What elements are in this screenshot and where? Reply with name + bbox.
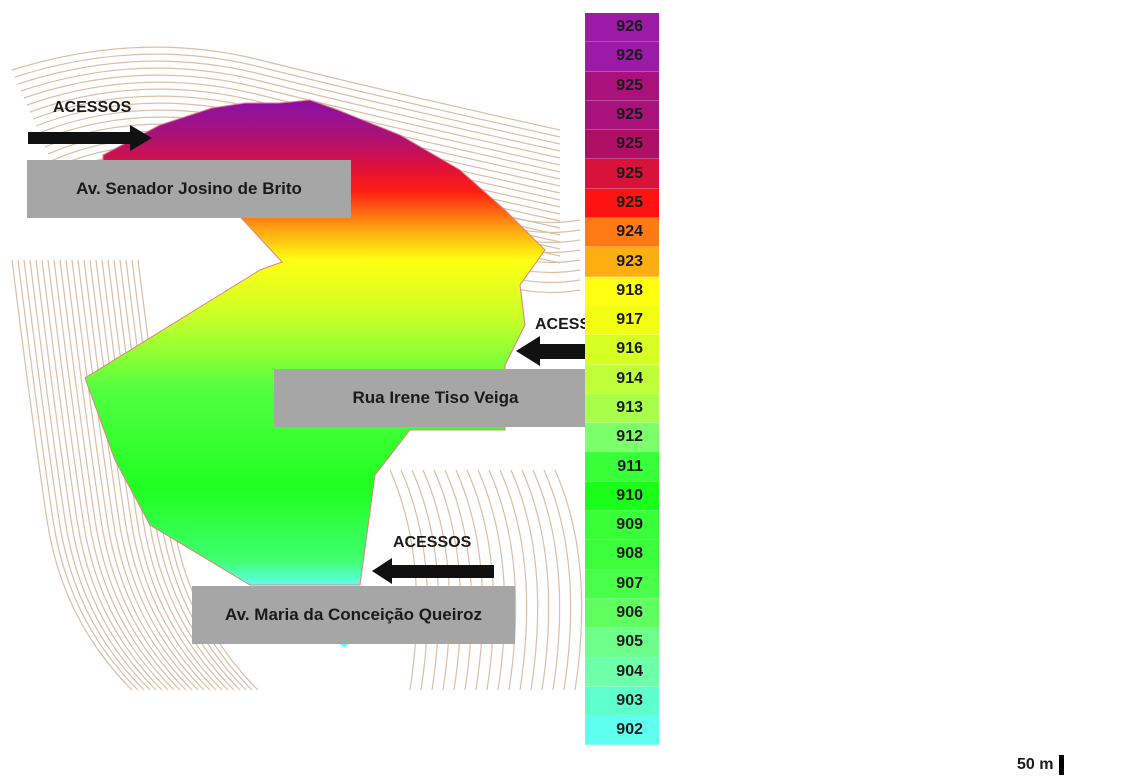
legend-row: 913 [585, 393, 659, 424]
access-arrow-south [372, 558, 494, 584]
legend-row: 923 [585, 247, 659, 277]
legend-row: 912 [585, 423, 659, 453]
legend-row: 916 [585, 335, 659, 365]
contour-line [477, 469, 506, 691]
contour-line [11, 259, 133, 691]
contour-line [29, 259, 151, 691]
contour-line [17, 60, 561, 145]
legend-value: 925 [616, 135, 643, 153]
legend-row: 917 [585, 305, 659, 336]
contour-line [499, 469, 528, 691]
contour-line [35, 259, 157, 691]
contour-line [521, 469, 550, 691]
contour-line [101, 259, 223, 691]
contour-line [26, 81, 561, 166]
contour-line [532, 469, 561, 691]
legend-row: 905 [585, 628, 659, 658]
legend-row: 909 [585, 511, 659, 541]
road-label-east: Rua Irene Tiso Veiga [274, 369, 597, 427]
legend-value: 906 [616, 604, 643, 622]
access-label-north: ACESSOS [53, 99, 132, 116]
legend-row: 914 [585, 364, 659, 394]
legend-value: 909 [616, 516, 643, 534]
legend-value: 925 [616, 193, 643, 211]
legend-row: 926 [585, 13, 659, 43]
scale-label: 50 m [1017, 756, 1054, 773]
legend-value: 903 [616, 691, 643, 709]
contour-line [53, 259, 175, 691]
contour-line [510, 469, 539, 691]
legend-value: 911 [617, 457, 643, 475]
contour-line [83, 259, 205, 691]
contour-line [14, 53, 561, 138]
elevation-legend: 926 926 925 925 925 925 925 924 923 918 917 916 914 9… [585, 13, 659, 746]
legend-row: 925 [585, 71, 659, 101]
legend-row: 910 [585, 481, 659, 512]
contour-line [11, 46, 561, 131]
legend-value: 926 [616, 47, 643, 65]
contour-line [20, 67, 561, 152]
legend-value: 905 [616, 633, 643, 651]
legend-row: 907 [585, 569, 659, 599]
contour-line [17, 259, 139, 691]
legend-value: 923 [616, 252, 643, 270]
contour-line [59, 259, 181, 691]
legend-value: 913 [616, 399, 643, 416]
legend-value: 904 [616, 662, 643, 680]
legend-value: 917 [616, 311, 643, 329]
contour-line [488, 469, 517, 691]
legend-value: 910 [616, 486, 643, 504]
legend-row: 925 [585, 100, 659, 131]
access-label-south: ACESSOS [393, 534, 472, 551]
legend-row: 904 [585, 657, 659, 687]
scale-bar-mark [1059, 755, 1065, 775]
contour-line [71, 259, 193, 691]
legend-value: 907 [616, 574, 643, 592]
legend-row: 926 [585, 42, 659, 72]
contour-line [65, 259, 187, 691]
legend-row: 903 [585, 686, 659, 717]
contour-line [29, 88, 561, 173]
legend-row: 906 [585, 598, 659, 629]
legend-row: 924 [585, 218, 659, 248]
legend-row: 925 [585, 188, 659, 219]
access-arrow-north [28, 125, 152, 151]
legend-row: 911 [585, 452, 659, 482]
contour-line [543, 469, 572, 691]
legend-row: 918 [585, 276, 659, 306]
legend-value: 918 [616, 281, 643, 299]
legend-value: 912 [616, 428, 643, 446]
legend-row: 925 [585, 130, 659, 160]
legend-row: 908 [585, 540, 659, 570]
legend-value: 925 [616, 164, 643, 182]
legend-value: 916 [616, 340, 643, 358]
legend-value: 925 [616, 76, 643, 94]
contour-line [41, 259, 163, 691]
legend-row: 902 [585, 716, 659, 746]
contour-line [23, 259, 145, 691]
contour-line [23, 74, 561, 159]
legend-value: 908 [616, 545, 643, 563]
legend-value: 914 [616, 369, 643, 387]
road-label-north: Av. Senador Josino de Brito [27, 160, 351, 218]
legend-value: 902 [616, 721, 643, 739]
contour-line [107, 259, 229, 691]
legend-value: 926 [616, 18, 643, 36]
legend-value: 925 [616, 106, 643, 124]
legend-value: 924 [616, 223, 643, 241]
contour-line [47, 259, 169, 691]
contour-line [89, 259, 211, 691]
contour-line [554, 469, 583, 691]
terrain-area [84, 99, 546, 586]
legend-row: 925 [585, 159, 659, 189]
road-label-south: Av. Maria da Conceição Queiroz [192, 586, 515, 644]
contour-line [77, 259, 199, 691]
scale-bar: 50 m [1017, 755, 1065, 775]
contour-line [95, 259, 217, 691]
